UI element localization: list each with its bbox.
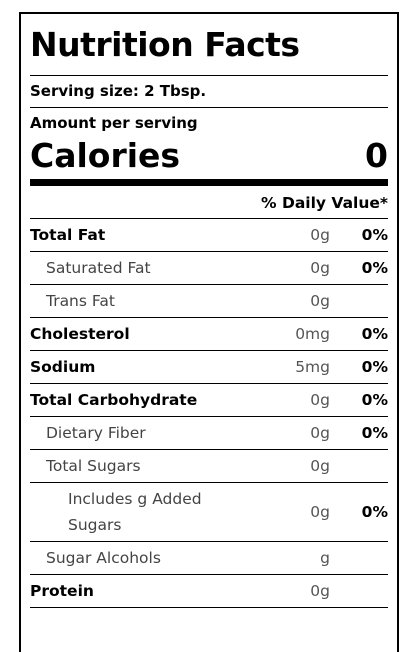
nutrient-name: Sugar Alcohols <box>46 549 161 567</box>
nutrient-name: Trans Fat <box>46 292 115 310</box>
nutrient-name: Dietary Fiber <box>46 424 146 442</box>
nutrient-row-trans-fat: Trans Fat 0g <box>30 285 388 318</box>
nutrient-amount: 0g <box>310 457 330 475</box>
nutrient-row-cholesterol: Cholesterol 0mg 0% <box>30 318 388 351</box>
nutrient-row-added-sugars: Includes g Added Sugars 0g 0% <box>30 483 388 542</box>
nutrient-amount: 0g <box>310 391 330 409</box>
nutrient-name: Total Sugars <box>46 457 141 475</box>
nutrient-row-sugar-alcohols: Sugar Alcohols g <box>30 542 388 575</box>
nutrient-percent: 0% <box>361 358 388 376</box>
nutrient-amount: g <box>320 549 330 567</box>
nutrition-label: Nutrition Facts Serving size: 2 Tbsp. Am… <box>19 12 399 652</box>
nutrient-amount: 0g <box>310 424 330 442</box>
nutrient-row-dietary-fiber: Dietary Fiber 0g 0% <box>30 417 388 450</box>
nutrient-amount: 0g <box>310 503 330 521</box>
nutrient-amount: 0g <box>310 226 330 244</box>
nutrient-name: Total Fat <box>30 226 106 244</box>
nutrient-amount: 0g <box>310 292 330 310</box>
daily-value-header: % Daily Value* <box>30 186 388 219</box>
nutrient-percent: 0% <box>361 226 388 244</box>
nutrient-name: Sodium <box>30 358 96 376</box>
serving-size: Serving size: 2 Tbsp. <box>30 75 388 108</box>
nutrient-name: Saturated Fat <box>46 259 151 277</box>
nutrient-percent: 0% <box>361 424 388 442</box>
nutrient-percent: 0% <box>361 391 388 409</box>
amount-per-serving: Amount per serving <box>30 114 198 132</box>
calories-value: 0 <box>365 136 388 175</box>
nutrient-row-total-fat: Total Fat 0g 0% <box>30 219 388 252</box>
nutrient-amount: 0g <box>310 582 330 600</box>
nutrient-row-saturated-fat: Saturated Fat 0g 0% <box>30 252 388 285</box>
nutrient-name: Protein <box>30 582 94 600</box>
calories-row: Calories 0 <box>30 134 388 186</box>
nutrient-percent: 0% <box>361 325 388 343</box>
calories-label: Calories <box>30 136 181 175</box>
nutrient-row-protein: Protein 0g <box>30 575 388 608</box>
nutrient-row-total-carbohydrate: Total Carbohydrate 0g 0% <box>30 384 388 417</box>
nutrient-row-total-sugars: Total Sugars 0g <box>30 450 388 483</box>
nutrient-name: Total Carbohydrate <box>30 391 198 409</box>
label-title: Nutrition Facts <box>30 25 300 64</box>
nutrient-name: Cholesterol <box>30 325 130 343</box>
nutrient-percent: 0% <box>361 503 388 521</box>
nutrient-amount: 0mg <box>295 325 330 343</box>
nutrient-name: Includes g Added Sugars <box>68 490 202 534</box>
nutrient-row-sodium: Sodium 5mg 0% <box>30 351 388 384</box>
nutrient-amount: 5mg <box>295 358 330 376</box>
nutrient-amount: 0g <box>310 259 330 277</box>
nutrient-percent: 0% <box>361 259 388 277</box>
